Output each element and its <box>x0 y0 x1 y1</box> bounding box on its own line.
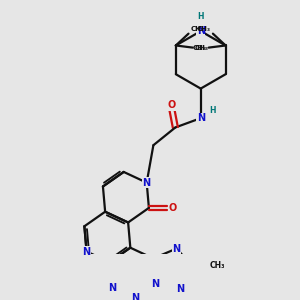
Text: CH₃: CH₃ <box>190 26 205 32</box>
Text: N: N <box>196 26 205 36</box>
Text: O: O <box>167 100 175 110</box>
Text: N: N <box>131 293 139 300</box>
Text: H: H <box>209 106 216 115</box>
Text: O: O <box>168 203 177 213</box>
Text: N: N <box>108 283 116 292</box>
Text: N: N <box>176 284 184 294</box>
Text: N: N <box>82 247 91 256</box>
Text: N: N <box>152 279 160 289</box>
Text: CH₃: CH₃ <box>193 45 207 51</box>
Text: CH₃: CH₃ <box>195 45 209 51</box>
Text: H: H <box>197 12 204 21</box>
Text: CH₃: CH₃ <box>197 26 211 32</box>
Text: N: N <box>172 244 181 254</box>
Text: N: N <box>196 113 205 123</box>
Text: CH₃: CH₃ <box>210 261 225 270</box>
Text: N: N <box>142 178 151 188</box>
